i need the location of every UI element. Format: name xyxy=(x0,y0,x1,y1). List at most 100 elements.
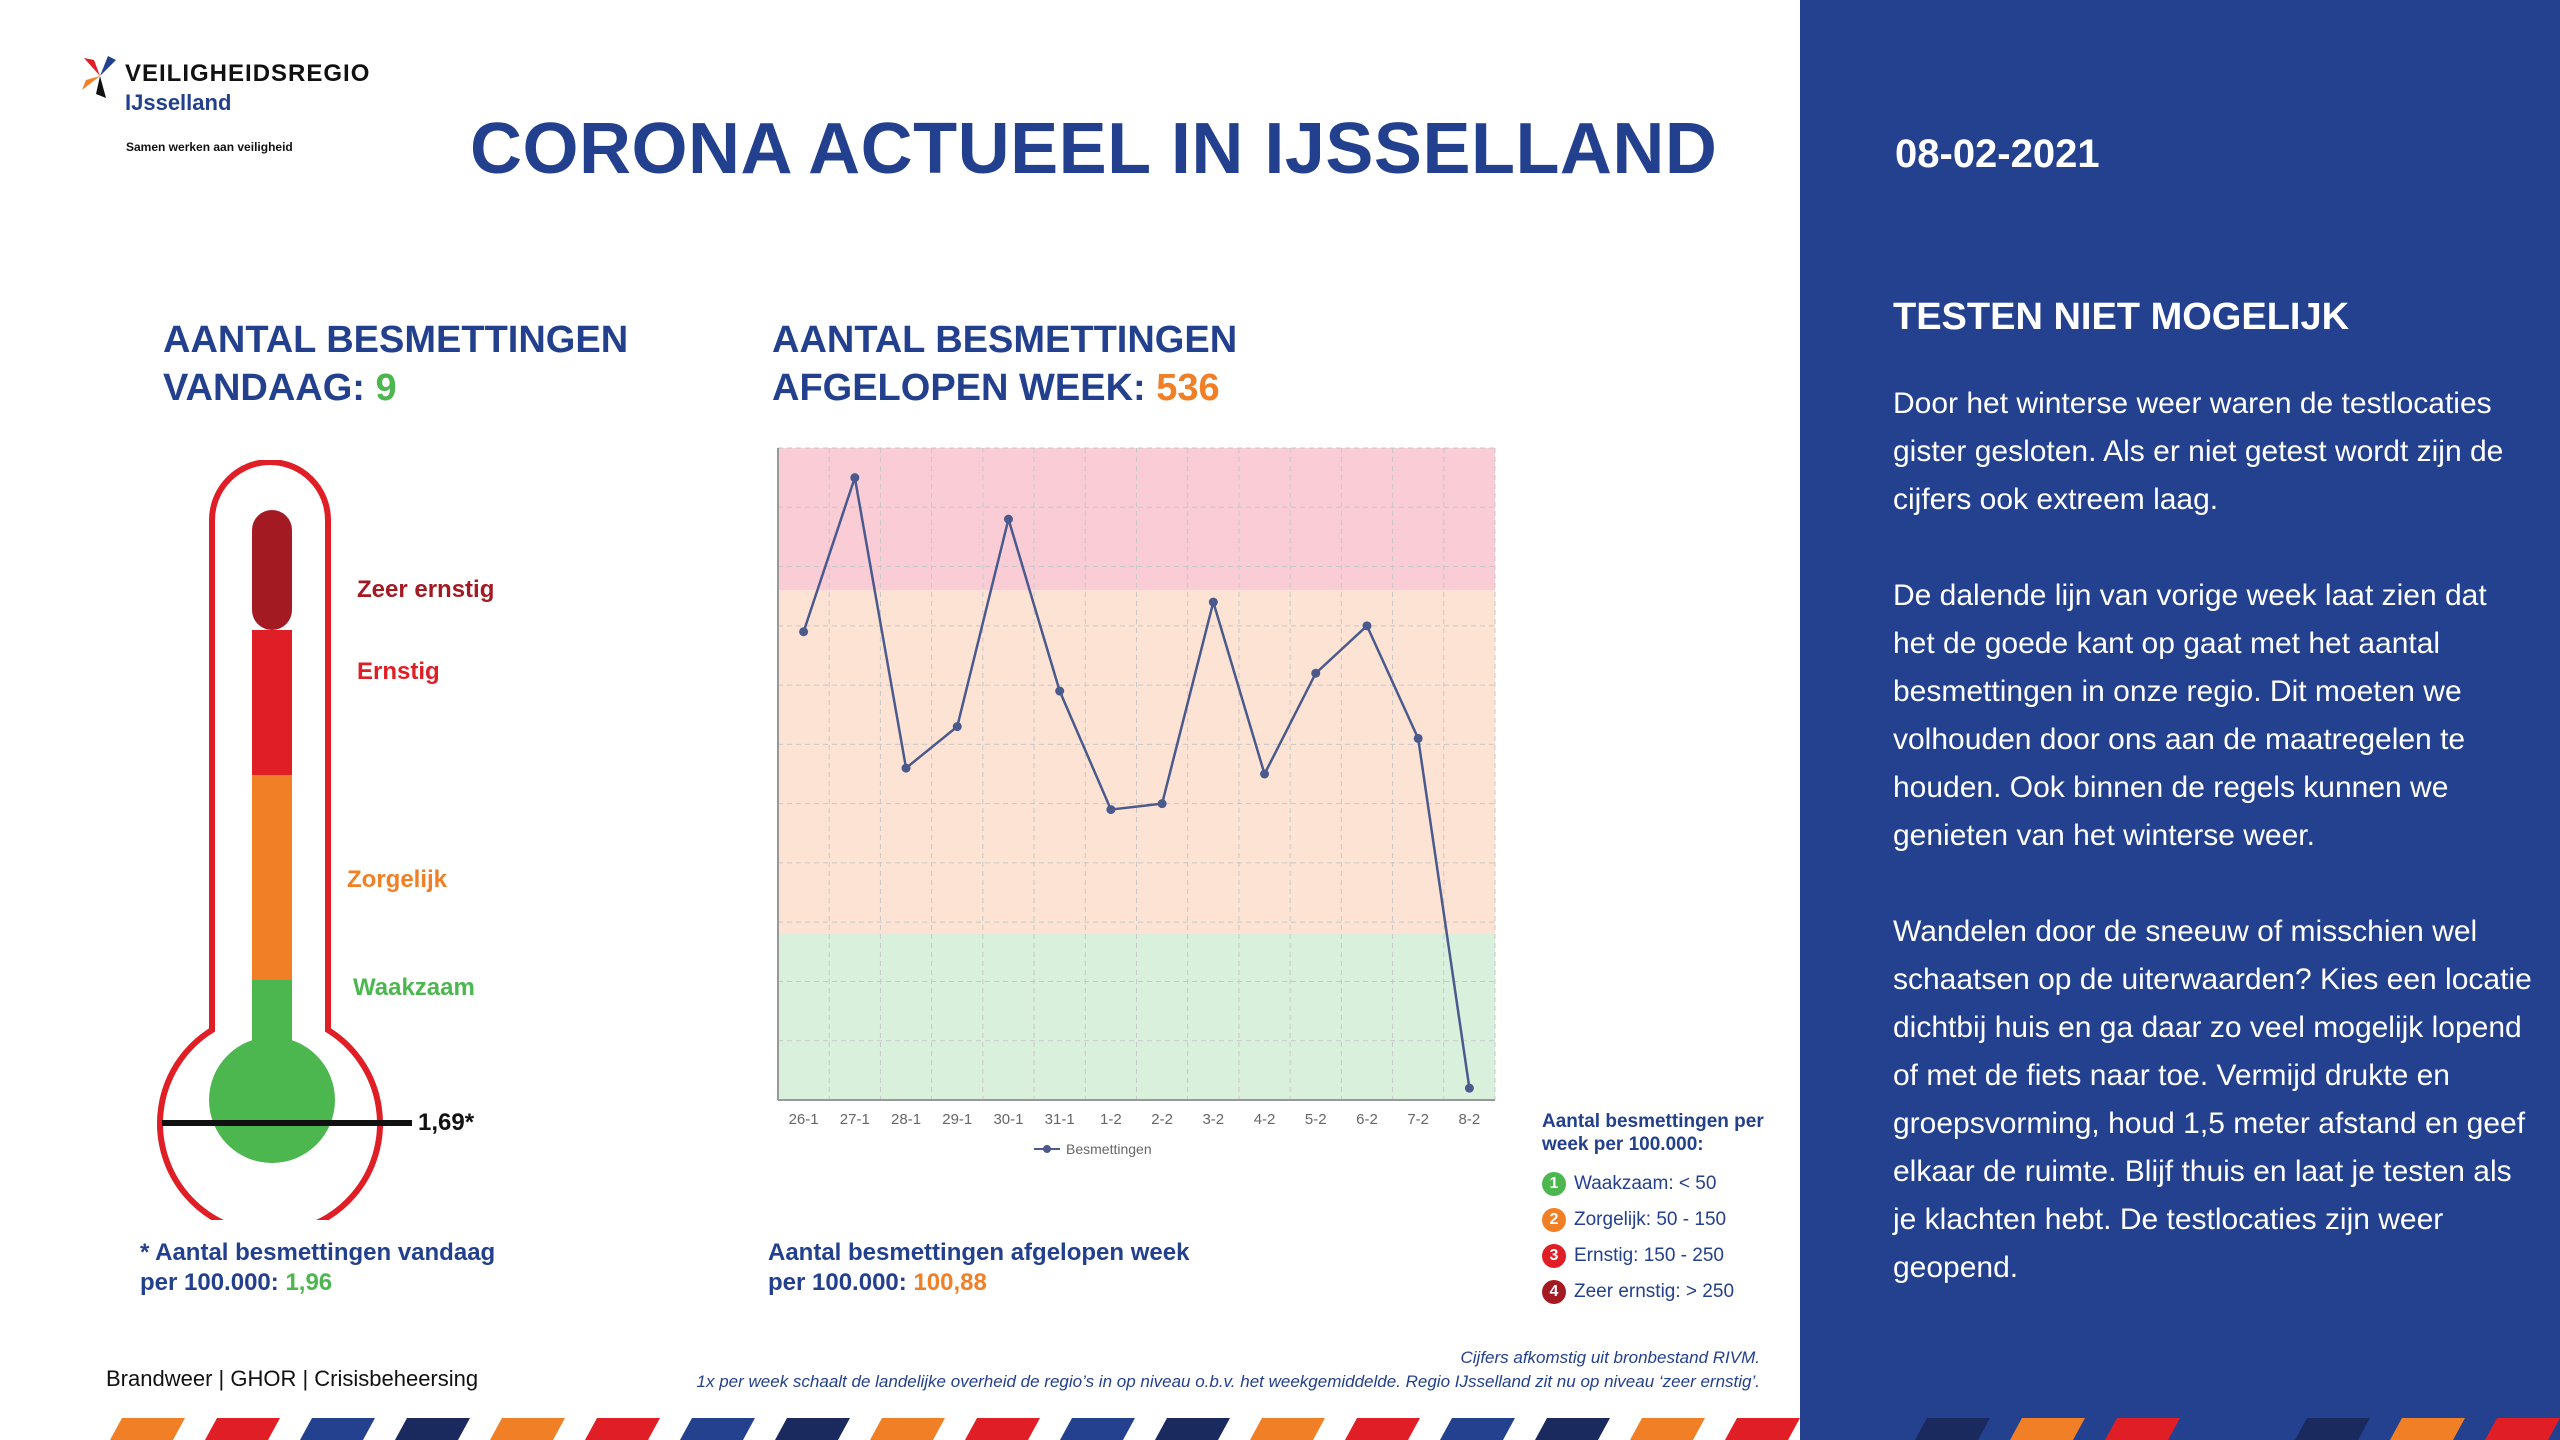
legend-item-ernstig: 3 Ernstig: 150 - 250 xyxy=(1542,1238,1802,1274)
legend-label: Zeer ernstig: > 250 xyxy=(1574,1281,1735,1302)
chart-point xyxy=(1413,733,1423,743)
thermometer-level-zorgelijk xyxy=(252,775,292,980)
stripe-segment xyxy=(490,1418,565,1440)
chart-point xyxy=(799,627,809,637)
today-footnote-line1: * Aantal besmettingen vandaag xyxy=(140,1239,496,1266)
stripe-segment xyxy=(1630,1418,1705,1440)
panel-paragraph-2: De dalende lijn van vorige week laat zie… xyxy=(1893,579,2487,852)
footer-source-note: Cijfers afkomstig uit bronbestand RIVM. … xyxy=(560,1346,1760,1394)
chart-x-tick-label: 27-1 xyxy=(840,1111,870,1128)
week-title-line1: AANTAL BESMETTINGEN xyxy=(772,319,1238,361)
legend-number: 1 xyxy=(1542,1172,1566,1196)
chart-x-tick-label: 26-1 xyxy=(789,1111,819,1128)
legend-item-zeer-ernstig: 4 Zeer ernstig: > 250 xyxy=(1542,1274,1802,1310)
week-count: 536 xyxy=(1156,367,1220,409)
today-title-line2: VANDAAG: 9 xyxy=(163,364,628,412)
week-footnote-label: per 100.000: xyxy=(768,1269,907,1296)
stripe-segment xyxy=(1060,1418,1135,1440)
footer-note-line1: Cijfers afkomstig uit bronbestand RIVM. xyxy=(1460,1348,1760,1367)
thermometer-level-ernstig xyxy=(252,630,292,775)
logo-name: VEILIGHEIDSREGIO xyxy=(125,60,371,87)
stripe-segment xyxy=(680,1418,755,1440)
logo-star-icon xyxy=(82,56,116,98)
chart-x-tick-label: 4-2 xyxy=(1254,1111,1276,1128)
week-footnote-value: 100,88 xyxy=(913,1269,987,1296)
stripe-segment xyxy=(1250,1418,1325,1440)
stripe-segment xyxy=(2485,1418,2560,1440)
week-footnote: Aantal besmettingen afgelopen week per 1… xyxy=(768,1238,1189,1298)
thermometer-level-zeer-ernstig xyxy=(252,510,292,630)
chart-legend-label: Besmettingen xyxy=(1066,1141,1152,1157)
stripe-segment xyxy=(870,1418,945,1440)
thermometer-bulb xyxy=(209,1037,335,1163)
today-footnote-value: 1,96 xyxy=(285,1269,333,1296)
today-title-line1: AANTAL BESMETTINGEN xyxy=(163,319,629,361)
chart-x-tick-label: 2-2 xyxy=(1151,1111,1173,1128)
panel-paragraph-1: Door het winterse weer waren de testloca… xyxy=(1893,387,2504,516)
chart-x-tick-label: 30-1 xyxy=(993,1111,1023,1128)
page-title: CORONA ACTUEEL IN IJSSELLAND xyxy=(470,109,1718,189)
chart-legend-marker xyxy=(1043,1145,1051,1153)
chart-point xyxy=(1208,597,1218,607)
decorative-stripes xyxy=(110,1418,2560,1440)
logo-tagline: Samen werken aan veiligheid xyxy=(126,140,293,154)
chart-x-tick-label: 29-1 xyxy=(942,1111,972,1128)
chart-x-tick-label: 3-2 xyxy=(1202,1111,1224,1128)
label-waakzaam: Waakzaam xyxy=(353,974,475,1001)
panel-text: Door het winterse weer waren de testloca… xyxy=(1893,380,2533,1340)
stripe-segment xyxy=(2390,1418,2465,1440)
week-footnote-line2: per 100.000: 100,88 xyxy=(768,1268,1189,1298)
today-footnote: * Aantal besmettingen vandaag per 100.00… xyxy=(140,1238,495,1298)
week-line-chart: 26-1 27-1 28-1 29-1 30-1 31-1 1-2 2-2 3-2 4-2 5-2 6… xyxy=(777,447,1496,1157)
label-zeer-ernstig: Zeer ernstig xyxy=(357,576,495,603)
week-title: AANTAL BESMETTINGEN AFGELOPEN WEEK: 536 xyxy=(772,316,1237,412)
today-title-label: VANDAAG: xyxy=(163,367,365,409)
chart-point xyxy=(952,722,962,732)
chart-point xyxy=(1260,769,1270,779)
chart-point xyxy=(901,763,911,773)
footer-note-line2: 1x per week schaalt de landelijke overhe… xyxy=(696,1372,1760,1391)
stripe-segment xyxy=(395,1418,470,1440)
stripe-segment xyxy=(585,1418,660,1440)
panel-paragraph-3: Wandelen door de sneeuw of misschien wel… xyxy=(1893,915,2532,1284)
chart-x-tick-label: 1-2 xyxy=(1100,1111,1122,1128)
chart-x-tick-label: 8-2 xyxy=(1459,1111,1481,1128)
chart-point xyxy=(1157,799,1167,809)
week-title-line2: AFGELOPEN WEEK: 536 xyxy=(772,364,1237,412)
stripe-segment xyxy=(1440,1418,1515,1440)
stripe-segment xyxy=(1725,1418,1800,1440)
label-zorgelijk: Zorgelijk xyxy=(347,866,448,893)
stripe-segment xyxy=(1820,1418,1895,1440)
chart-x-tick-label: 7-2 xyxy=(1407,1111,1429,1128)
chart-x-tick-label: 5-2 xyxy=(1305,1111,1327,1128)
legend-label: Waakzaam: < 50 xyxy=(1574,1173,1717,1194)
today-count: 9 xyxy=(375,367,397,409)
chart-point xyxy=(850,473,860,483)
chart-series-line xyxy=(802,477,1471,1089)
stripe-segment xyxy=(1535,1418,1610,1440)
thermometer xyxy=(157,460,412,1220)
today-footnote-line2: per 100.000: 1,96 xyxy=(140,1268,495,1298)
chart-point xyxy=(1106,805,1116,815)
stripe-segment xyxy=(965,1418,1040,1440)
week-title-label: AFGELOPEN WEEK: xyxy=(772,367,1146,409)
stripe-segment xyxy=(1915,1418,1990,1440)
stripe-segment xyxy=(2200,1418,2275,1440)
week-footnote-line1: Aantal besmettingen afgelopen week xyxy=(768,1239,1190,1266)
today-footnote-label: per 100.000: xyxy=(140,1269,279,1296)
stripe-segment xyxy=(300,1418,375,1440)
chart-x-tick-label: 28-1 xyxy=(891,1111,921,1128)
legend-title: Aantal besmettingen per week per 100.000… xyxy=(1542,1111,1764,1155)
chart-point xyxy=(1362,621,1372,631)
stripe-segment xyxy=(775,1418,850,1440)
stripe-segment xyxy=(2105,1418,2180,1440)
stripe-segment xyxy=(110,1418,185,1440)
chart-point xyxy=(1055,686,1065,696)
chart-point xyxy=(1311,668,1321,678)
stripe-segment xyxy=(1345,1418,1420,1440)
legend-number: 2 xyxy=(1542,1208,1566,1232)
stripe-segment xyxy=(2010,1418,2085,1440)
legend-number: 4 xyxy=(1542,1280,1566,1304)
label-ernstig: Ernstig xyxy=(357,658,440,685)
risk-legend: Aantal besmettingen per week per 100.000… xyxy=(1542,1110,1802,1310)
